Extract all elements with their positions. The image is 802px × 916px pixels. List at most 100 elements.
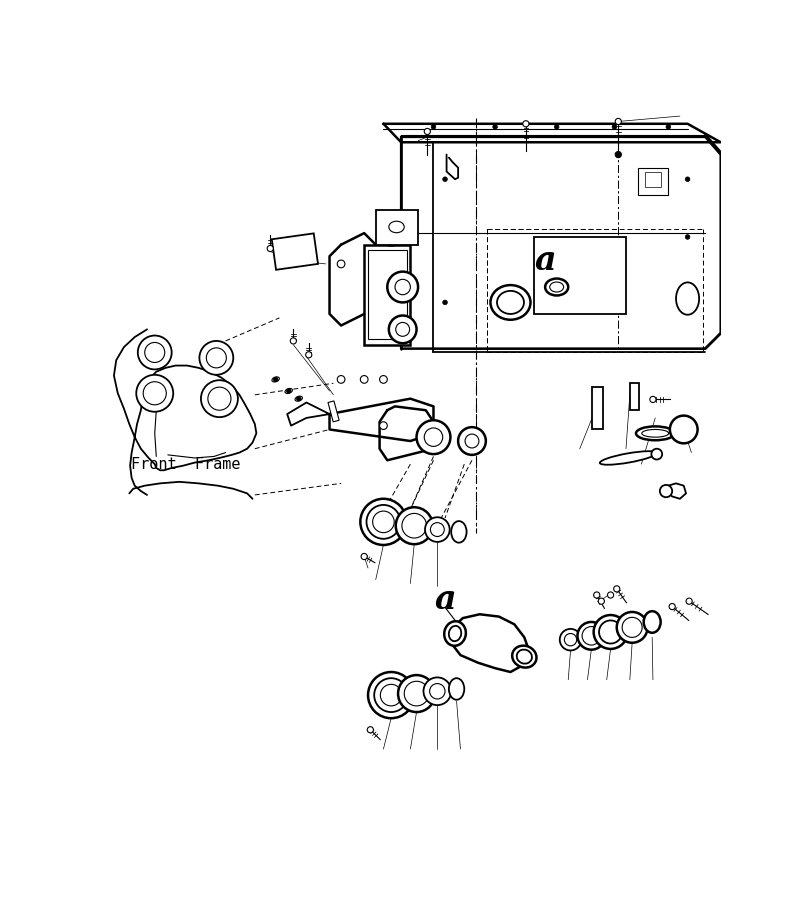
Circle shape [286, 388, 290, 393]
Circle shape [380, 684, 402, 706]
Circle shape [581, 627, 600, 645]
Circle shape [607, 592, 613, 598]
Circle shape [361, 553, 367, 560]
Circle shape [614, 151, 621, 158]
Text: Front  Frame: Front Frame [131, 456, 240, 472]
Circle shape [598, 620, 622, 644]
Bar [629, 383, 638, 410]
Ellipse shape [635, 426, 674, 441]
Circle shape [395, 507, 432, 544]
Circle shape [597, 598, 604, 605]
Circle shape [611, 125, 616, 129]
Circle shape [650, 449, 662, 460]
Circle shape [306, 352, 311, 358]
Circle shape [429, 683, 444, 699]
Circle shape [395, 279, 410, 295]
Circle shape [423, 428, 442, 446]
Circle shape [522, 121, 529, 126]
Circle shape [208, 387, 231, 410]
Ellipse shape [599, 452, 656, 464]
Circle shape [206, 348, 226, 368]
Circle shape [442, 177, 447, 181]
Circle shape [366, 505, 400, 539]
Circle shape [143, 382, 166, 405]
Circle shape [684, 234, 689, 239]
Circle shape [144, 343, 164, 363]
Ellipse shape [545, 278, 568, 296]
Circle shape [613, 585, 619, 592]
Ellipse shape [388, 221, 403, 233]
Circle shape [659, 485, 671, 497]
Circle shape [669, 416, 697, 443]
Ellipse shape [383, 232, 398, 242]
Ellipse shape [516, 649, 531, 664]
Circle shape [296, 397, 301, 401]
Bar [327, 401, 338, 422]
Circle shape [136, 375, 173, 412]
Circle shape [367, 726, 373, 733]
Bar [645, 171, 660, 187]
Circle shape [416, 420, 450, 454]
Circle shape [593, 615, 626, 649]
Circle shape [431, 125, 435, 129]
Bar [375, 210, 418, 245]
Ellipse shape [549, 282, 563, 292]
Ellipse shape [379, 228, 402, 245]
Bar [533, 237, 626, 314]
Ellipse shape [675, 282, 699, 315]
Circle shape [367, 672, 414, 718]
Circle shape [622, 617, 642, 638]
Circle shape [423, 128, 430, 135]
Circle shape [337, 260, 345, 267]
Circle shape [200, 380, 237, 417]
Circle shape [464, 434, 478, 448]
Ellipse shape [512, 646, 536, 668]
Text: a: a [533, 244, 555, 277]
Circle shape [337, 376, 345, 383]
Circle shape [577, 622, 605, 649]
Bar [367, 250, 406, 339]
Bar [637, 168, 667, 194]
Circle shape [360, 499, 406, 545]
Circle shape [423, 678, 451, 705]
Ellipse shape [496, 291, 524, 314]
Circle shape [387, 272, 418, 302]
Circle shape [553, 125, 558, 129]
Circle shape [614, 118, 621, 125]
Ellipse shape [294, 396, 302, 401]
Ellipse shape [272, 376, 279, 382]
Circle shape [668, 604, 674, 610]
Circle shape [458, 427, 485, 455]
Circle shape [138, 335, 172, 369]
Circle shape [492, 125, 496, 129]
Circle shape [290, 338, 296, 344]
Circle shape [430, 523, 444, 537]
Circle shape [267, 245, 273, 252]
Circle shape [403, 682, 428, 706]
Ellipse shape [285, 388, 292, 394]
Ellipse shape [641, 430, 668, 437]
Circle shape [379, 421, 387, 430]
Bar [591, 387, 602, 430]
Circle shape [388, 315, 416, 344]
Bar [364, 245, 410, 344]
Circle shape [564, 634, 576, 646]
Circle shape [402, 513, 426, 538]
Circle shape [374, 678, 407, 712]
Ellipse shape [643, 611, 660, 633]
Circle shape [424, 518, 449, 542]
Circle shape [559, 629, 581, 650]
Ellipse shape [444, 621, 465, 646]
Circle shape [616, 612, 646, 643]
Ellipse shape [448, 678, 464, 700]
Bar [271, 234, 318, 270]
Circle shape [379, 376, 387, 383]
Ellipse shape [448, 626, 460, 641]
Circle shape [593, 592, 599, 598]
Circle shape [398, 675, 435, 712]
Circle shape [372, 511, 394, 532]
Circle shape [649, 397, 655, 402]
Circle shape [665, 125, 670, 129]
Ellipse shape [490, 285, 530, 320]
Circle shape [395, 322, 409, 336]
